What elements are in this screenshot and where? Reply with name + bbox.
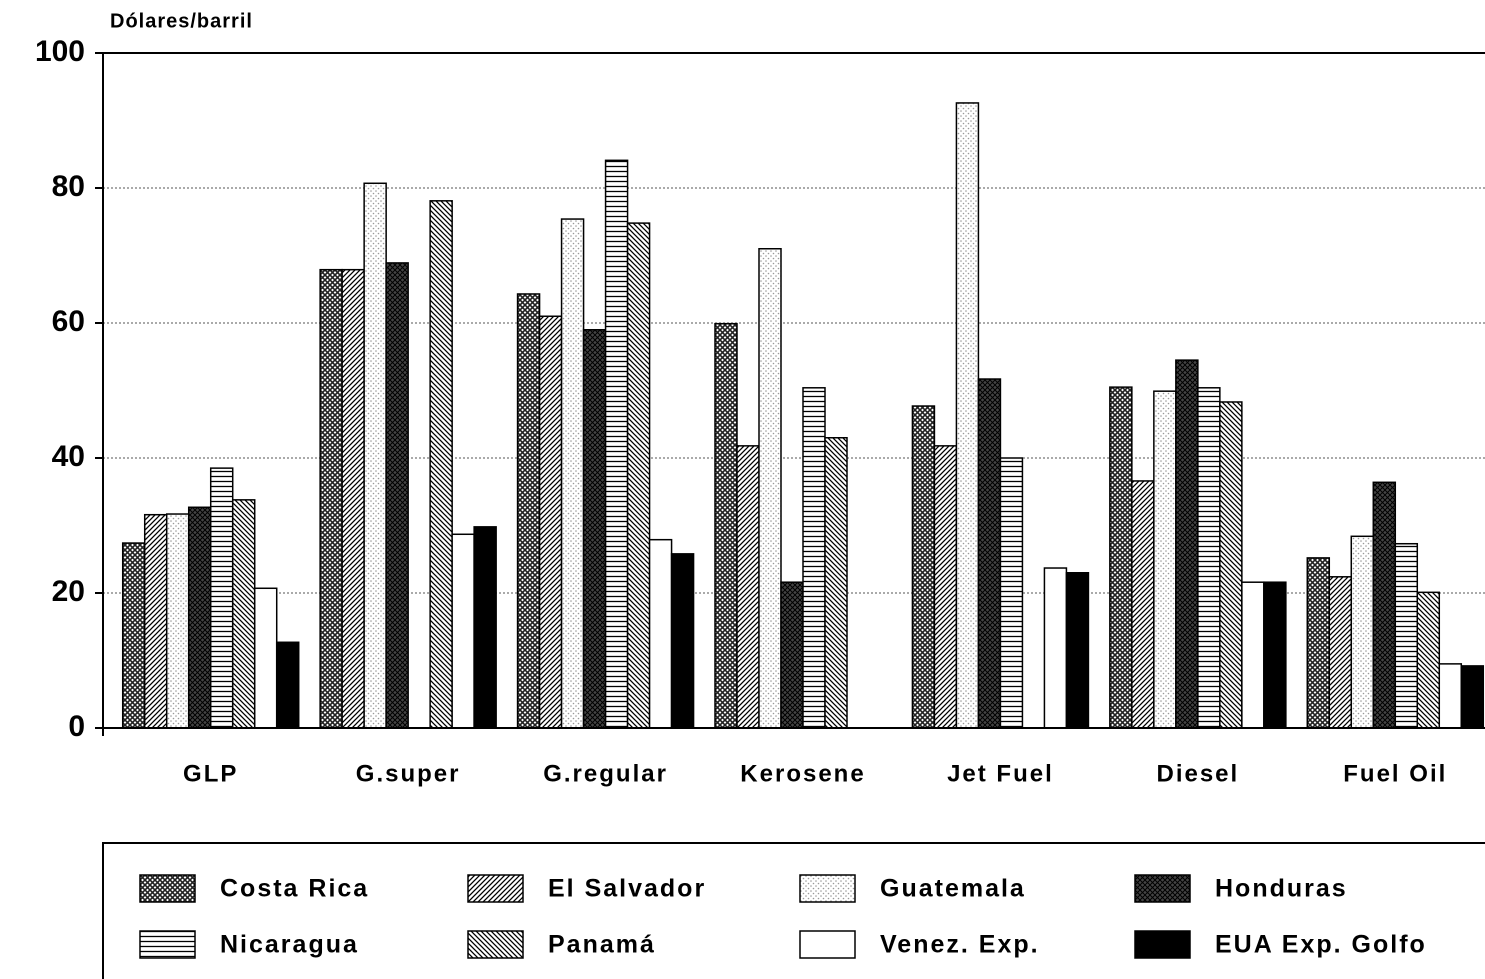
bar — [1306, 557, 1331, 729]
bar — [319, 268, 343, 729]
y-tick-label: 80 — [52, 170, 85, 203]
y-tick-label: 40 — [52, 440, 85, 473]
bar — [1350, 535, 1375, 729]
bar — [363, 182, 387, 729]
bar — [1197, 387, 1221, 729]
bar — [275, 641, 300, 729]
legend-label: Costa Rica — [220, 875, 369, 903]
bar — [1372, 481, 1397, 729]
legend-swatch — [139, 874, 196, 903]
x-tick-label: G.regular — [543, 760, 668, 787]
x-tick-label: Kerosene — [740, 760, 865, 787]
bar — [955, 102, 980, 729]
bar — [977, 378, 1002, 729]
legend-swatch — [139, 930, 196, 959]
bar — [1328, 576, 1353, 729]
x-tick-label: Jet Fuel — [947, 760, 1054, 787]
bar — [1175, 359, 1199, 729]
bar — [1263, 581, 1287, 729]
bar — [473, 526, 497, 729]
x-tick-label: GLP — [183, 760, 238, 787]
bar — [1043, 567, 1068, 729]
bar — [1241, 581, 1265, 729]
bar — [648, 538, 673, 729]
y-tick-label: 100 — [35, 35, 85, 68]
y-axis-label: Dólares/barril — [110, 10, 253, 32]
y-tick-label: 20 — [52, 575, 85, 608]
bar — [143, 513, 168, 729]
bar — [538, 315, 563, 729]
bar — [714, 322, 738, 729]
bar — [1416, 591, 1441, 729]
legend-swatch — [1134, 930, 1191, 959]
bar — [187, 506, 212, 729]
y-tick-label: 60 — [52, 305, 85, 338]
bar — [341, 268, 365, 729]
bar — [802, 387, 826, 729]
bar — [670, 553, 695, 729]
bar — [626, 222, 651, 729]
x-tick-label: Fuel Oil — [1343, 760, 1447, 787]
legend-label: Panamá — [548, 931, 656, 959]
x-tick-label: Diesel — [1156, 760, 1239, 787]
legend-box — [102, 842, 1485, 979]
bar — [429, 200, 453, 729]
bar — [1438, 663, 1463, 729]
legend-swatch — [1134, 874, 1191, 903]
legend-label: El Salvador — [548, 875, 706, 903]
bar — [824, 437, 848, 729]
legend-label: EUA Exp. Golfo — [1215, 931, 1427, 959]
legend-swatch — [799, 930, 856, 959]
bar — [1131, 480, 1155, 729]
bar — [604, 159, 629, 729]
legend-label: Honduras — [1215, 875, 1348, 903]
bar — [582, 329, 607, 729]
bar — [758, 248, 782, 729]
bar — [516, 293, 541, 729]
bar — [1219, 401, 1243, 729]
legend-label: Nicaragua — [220, 931, 359, 959]
bar — [911, 405, 936, 729]
x-tick-label: G.super — [356, 760, 461, 787]
legend-swatch — [799, 874, 856, 903]
bar — [451, 533, 475, 729]
bar — [999, 457, 1024, 729]
bar — [933, 445, 958, 729]
bar — [1109, 386, 1133, 729]
bar — [385, 262, 409, 729]
bar — [165, 513, 190, 729]
bar — [121, 542, 146, 729]
y-tick-label: 0 — [68, 710, 85, 743]
bar — [1153, 390, 1177, 729]
bar — [231, 499, 256, 729]
bar — [1065, 572, 1090, 729]
bar — [560, 218, 585, 729]
bar — [736, 445, 760, 729]
legend-label: Venez. Exp. — [880, 931, 1040, 959]
legend-label: Guatemala — [880, 875, 1026, 903]
bar — [780, 581, 804, 729]
bar — [1394, 542, 1419, 729]
legend-swatch — [467, 930, 524, 959]
bar — [253, 587, 278, 729]
bar — [1460, 665, 1485, 729]
bar — [209, 467, 234, 729]
legend-swatch — [467, 874, 524, 903]
